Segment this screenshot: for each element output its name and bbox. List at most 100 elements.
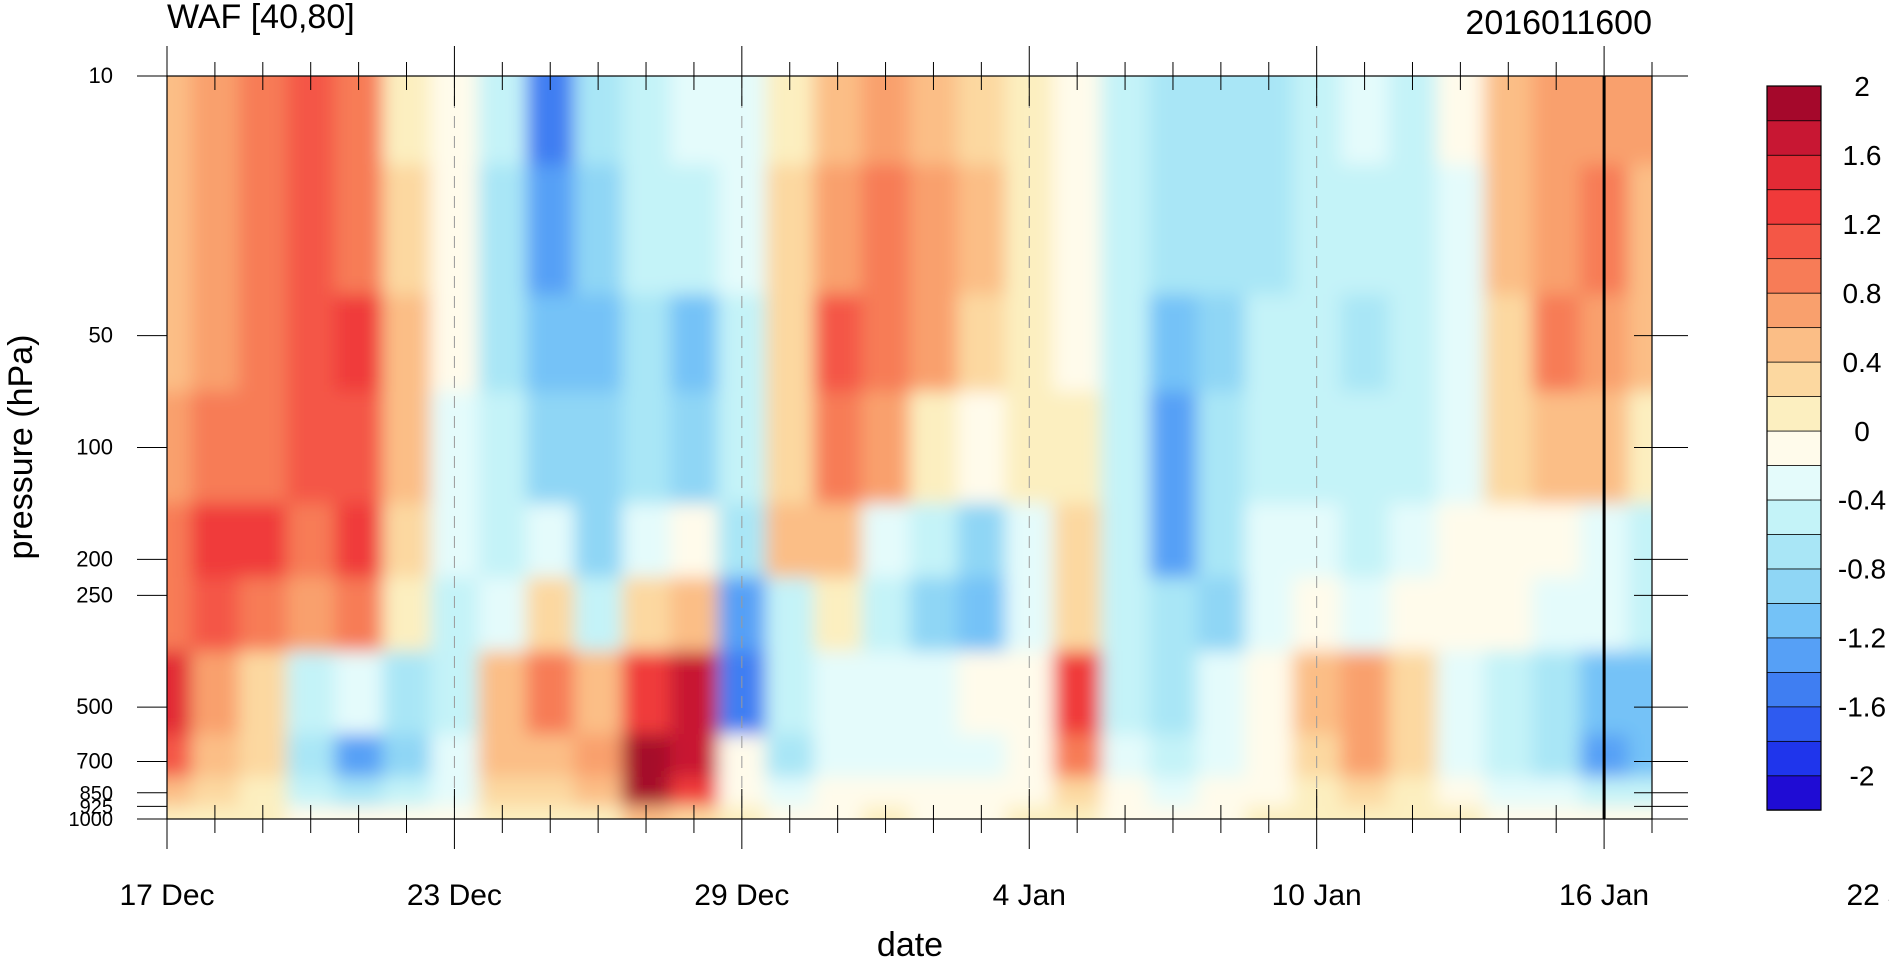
heatmap-cell [167, 777, 192, 807]
heatmap-cell [1244, 76, 1294, 166]
colorbar-segment [1766, 257, 1822, 294]
heatmap-cell [1628, 164, 1652, 296]
heatmap-cell [1436, 577, 1485, 652]
heatmap-cell [1484, 294, 1533, 393]
heatmap-cell [1101, 391, 1150, 505]
heatmap-cell [167, 391, 192, 505]
x-tick-label: 23 Dec [407, 879, 502, 912]
heatmap-cell [861, 651, 911, 735]
heatmap-cell [286, 577, 336, 652]
colorbar-label: 0.4 [1843, 347, 1882, 378]
heatmap-cell [622, 294, 671, 393]
heatmap-cell [334, 777, 384, 807]
colorbar-frame [1766, 85, 1822, 811]
heatmap-cell [1340, 777, 1390, 807]
heatmap-cell [574, 164, 623, 296]
heatmap-cell [1436, 164, 1485, 296]
heatmap-cell [238, 734, 288, 778]
colorbar-label: 1.6 [1843, 140, 1882, 171]
heatmap-cell [1484, 734, 1533, 778]
heatmap-cell [1436, 734, 1485, 778]
heatmap-cell [1436, 294, 1485, 393]
heatmap-cell [861, 76, 911, 166]
heatmap-cell [286, 76, 336, 166]
heatmap-cell [1388, 503, 1438, 578]
heatmap-cell [861, 734, 911, 778]
heatmap-cell [1340, 503, 1390, 578]
y-tick-label: 10 [89, 63, 113, 88]
heatmap-cell [1053, 734, 1102, 778]
heatmap-cell [190, 391, 240, 505]
heatmap-cell [1484, 391, 1533, 505]
colorbar-label: -2 [1850, 761, 1875, 792]
heatmap-cell [334, 734, 384, 778]
x-tick-label: 17 Dec [119, 879, 214, 912]
heatmap-cell [334, 503, 384, 578]
heatmap-cell [286, 391, 336, 505]
heatmap-cell [190, 76, 240, 166]
heatmap-cell [669, 734, 719, 778]
y-tick-label: 200 [76, 546, 113, 571]
heatmap-cell [1101, 651, 1150, 735]
heatmap-cell [286, 734, 336, 778]
heatmap-cell [1628, 577, 1652, 652]
heatmap-cell [1388, 164, 1438, 296]
heatmap-cell [286, 503, 336, 578]
heatmap-cell [1196, 164, 1246, 296]
heatmap-cell [478, 391, 527, 505]
heatmap-cell [957, 294, 1006, 393]
heatmap-cell [1244, 503, 1294, 578]
colorbar-segment [1766, 395, 1822, 432]
heatmap-cell [382, 76, 432, 166]
heatmap-cell [1340, 294, 1390, 393]
heatmap-cell [1532, 164, 1581, 296]
heatmap-cell [574, 577, 623, 652]
colorbar-segment [1766, 189, 1822, 225]
heatmap-cell [1532, 391, 1581, 505]
heatmap-cell [1532, 294, 1581, 393]
heatmap-cell [478, 76, 527, 166]
colorbar-segment [1766, 637, 1822, 673]
heatmap-cell [1340, 164, 1390, 296]
heatmap-cell [1628, 76, 1652, 166]
heatmap-cell [167, 76, 192, 166]
heatmap-cell [478, 651, 527, 735]
colorbar-label: 0 [1854, 416, 1870, 447]
heatmap-cell [478, 777, 527, 807]
heatmap-cell [1101, 734, 1150, 778]
heatmap-cell [1388, 391, 1438, 505]
heatmap-cell [238, 76, 288, 166]
heatmap-cell [909, 76, 959, 166]
heatmap-cell [382, 777, 432, 807]
heatmap-cell [813, 734, 863, 778]
heatmap-cell [813, 294, 863, 393]
heatmap-cell [909, 294, 959, 393]
heatmap-cell [1484, 76, 1533, 166]
heatmap-cell [1436, 503, 1485, 578]
heatmap-cell [1149, 391, 1198, 505]
heatmap-cell [1101, 577, 1150, 652]
heatmap-cell [334, 294, 384, 393]
colorbar-label: -0.4 [1838, 485, 1886, 516]
heatmap-cell [909, 734, 959, 778]
heatmap-cell [957, 777, 1006, 807]
heatmap-cell [574, 391, 623, 505]
heatmap-cell [957, 503, 1006, 578]
heatmap-cell [382, 164, 432, 296]
heatmap-cell [765, 734, 815, 778]
heatmap-cell [813, 164, 863, 296]
heatmap-cell [1149, 76, 1198, 166]
heatmap-cell [334, 76, 384, 166]
heatmap-cell [909, 164, 959, 296]
colorbar-segment [1766, 292, 1822, 329]
heatmap-cell [1532, 76, 1581, 166]
heatmap-cell [765, 294, 815, 393]
x-tick-label: 10 Jan [1272, 879, 1362, 912]
heatmap-cell [1436, 76, 1485, 166]
x-axis-label: date [877, 926, 943, 961]
heatmap-cell [478, 734, 527, 778]
x-tick-label: 16 Jan [1559, 879, 1649, 912]
